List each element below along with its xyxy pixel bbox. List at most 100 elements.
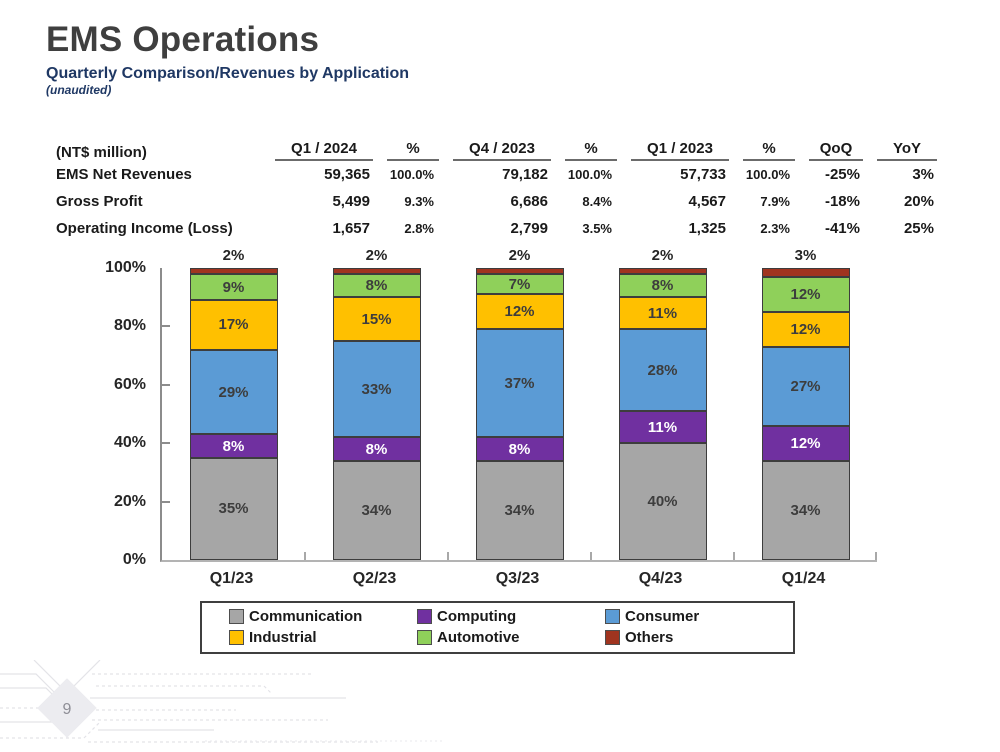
y-tick-label-3: 60%: [113, 375, 146, 393]
segment-consumer: 29%: [189, 349, 278, 435]
y-tick-mark-2: [162, 442, 170, 445]
segment-automotive: 7%: [475, 273, 564, 295]
financial-table: (NT$ million) Q1 / 2024% Q4 / 2023% Q1 / 2…: [56, 134, 948, 242]
table-row-gross-profit: Gross Profit 5,499 9.3% 6,686 8.4% 4,567 7.9% -…: [56, 188, 948, 215]
segment-value-label: 34%: [504, 501, 535, 519]
segment-consumer: 28%: [618, 329, 707, 412]
x-axis-label-q1-23: Q1/23: [209, 570, 254, 587]
segment-value-label: 40%: [647, 493, 678, 511]
y-tick-label-1: 20%: [113, 492, 146, 510]
table-row-operating-income-loss-: Operating Income (Loss) 1,657 2.8% 2,799 3.5…: [56, 215, 948, 242]
cell-0-0: 59,365: [324, 166, 370, 183]
segment-industrial: 11%: [618, 297, 707, 330]
bar-top-label-q3-23: 2%: [508, 247, 531, 264]
segment-communication: 40%: [618, 443, 707, 560]
segment-value-label: 8%: [508, 440, 531, 458]
segment-value-label: 12%: [504, 303, 535, 321]
legend-item-consumer: Consumer: [605, 608, 793, 625]
table-header-row: (NT$ million) Q1 / 2024% Q4 / 2023% Q1 / 2…: [56, 134, 948, 161]
circuit-decoration: 9: [0, 660, 445, 743]
bar-column-q3-23: 2% 34% 8% 37% 12% 7%: [448, 247, 591, 560]
y-tick-mark-1: [162, 500, 170, 503]
legend-swatch-computing: [417, 609, 432, 624]
segment-consumer: 37%: [475, 329, 564, 438]
x-axis-label-q4-23: Q4/23: [638, 570, 683, 587]
cell-2-4: 1,325: [688, 220, 726, 237]
segment-value-label: 37%: [504, 374, 535, 392]
cell-1-4: 4,567: [688, 193, 726, 210]
segment-communication: 35%: [189, 457, 278, 560]
cell-2-6: -41%: [824, 220, 860, 237]
x-axis-labels: Q1/23 Q2/23 Q3/23 Q4/23 Q1/24: [160, 570, 875, 588]
stacked-bar-q1-24: 34% 12% 27% 12% 12%: [761, 268, 850, 560]
table-col-header-1: %: [380, 140, 446, 161]
table-col-header-0: Q1 / 2024: [268, 140, 380, 161]
table-col-header-label: Q1 / 2023: [631, 140, 729, 161]
x-axis-label-q3-23: Q3/23: [495, 570, 540, 587]
cell-0-3: 100.0%: [567, 167, 612, 182]
segment-value-label: 8%: [365, 277, 388, 295]
bar-column-q1-24: 3% 34% 12% 27% 12% 12%: [734, 247, 877, 560]
page-number: 9: [63, 701, 72, 718]
segment-value-label: 35%: [218, 500, 249, 518]
segment-others: [475, 268, 564, 274]
bar-column-q2-23: 2% 34% 8% 33% 15% 8%: [305, 247, 448, 560]
segment-computing: 12%: [761, 425, 850, 461]
table-col-header-5: %: [736, 140, 802, 161]
cell-1-6: -18%: [824, 193, 860, 210]
legend-label-communication: Communication: [249, 608, 363, 625]
y-tick-label-4: 80%: [113, 317, 146, 335]
legend-label-others: Others: [625, 629, 674, 646]
cell-1-2: 6,686: [510, 193, 548, 210]
cell-2-5: 2.3%: [760, 221, 790, 236]
y-tick-mark-3: [162, 383, 170, 386]
segment-communication: 34%: [761, 460, 850, 560]
segment-value-label: 28%: [647, 361, 678, 379]
row-label: Gross Profit: [56, 193, 143, 210]
table-col-header-label: %: [565, 140, 617, 161]
legend-item-others: Others: [605, 629, 793, 646]
cell-0-4: 57,733: [680, 166, 726, 183]
cell-0-1: 100.0%: [389, 167, 434, 182]
y-tick-label-5: 100%: [105, 259, 146, 276]
segment-consumer: 27%: [761, 346, 850, 426]
segment-others: [332, 268, 421, 274]
legend-label-automotive: Automotive: [437, 629, 520, 646]
chart-legend: Communication Computing Consumer Industrial…: [200, 601, 795, 654]
cell-2-7: 25%: [903, 220, 934, 237]
segment-communication: 34%: [475, 460, 564, 560]
segment-communication: 34%: [332, 460, 421, 560]
legend-label-consumer: Consumer: [625, 608, 700, 625]
y-tick-mark-4: [162, 325, 170, 328]
segment-value-label: 11%: [647, 304, 678, 322]
legend-label-computing: Computing: [437, 608, 517, 625]
x-axis-label-q2-23: Q2/23: [352, 570, 397, 587]
cell-1-0: 5,499: [332, 193, 370, 210]
table-col-header-label: QoQ: [809, 140, 863, 161]
bar-top-label-q1-23: 2%: [222, 247, 245, 264]
y-axis-labels: 0% 20% 40% 60% 80% 100%: [58, 259, 152, 568]
table-col-header-label: YoY: [877, 140, 937, 161]
segment-others: [189, 268, 278, 274]
cell-2-1: 2.8%: [404, 221, 434, 236]
segment-value-label: 12%: [790, 285, 821, 303]
table-col-header-3: %: [558, 140, 624, 161]
bar-top-label-q4-23: 2%: [651, 247, 674, 264]
x-axis-label-q1-24: Q1/24: [781, 570, 826, 587]
bar-top-label-q2-23: 2%: [365, 247, 388, 264]
segment-value-label: 7%: [508, 275, 531, 293]
x-tick-mark-4: [733, 552, 735, 560]
table-col-header-label: Q1 / 2024: [275, 140, 373, 161]
plot-area: 2% 35% 8% 29% 17% 9% 2% 34% 8% 33% 15% 8% 2% 34% 8% 37%…: [160, 247, 877, 562]
stacked-bar-q3-23: 34% 8% 37% 12% 7%: [475, 268, 564, 560]
cell-2-3: 3.5%: [582, 221, 612, 236]
legend-item-computing: Computing: [417, 608, 605, 625]
segment-consumer: 33%: [332, 341, 421, 438]
legend-swatch-others: [605, 630, 620, 645]
segment-others: [761, 268, 850, 277]
bar-top-label-q1-24: 3%: [794, 247, 817, 264]
slide-subtitle: Quarterly Comparison/Revenues by Applica…: [46, 65, 410, 83]
segment-value-label: 27%: [790, 377, 821, 395]
table-row-ems-net-revenues: EMS Net Revenues 59,365 100.0% 79,182 100.0%…: [56, 161, 948, 188]
cell-0-7: 3%: [912, 166, 934, 183]
